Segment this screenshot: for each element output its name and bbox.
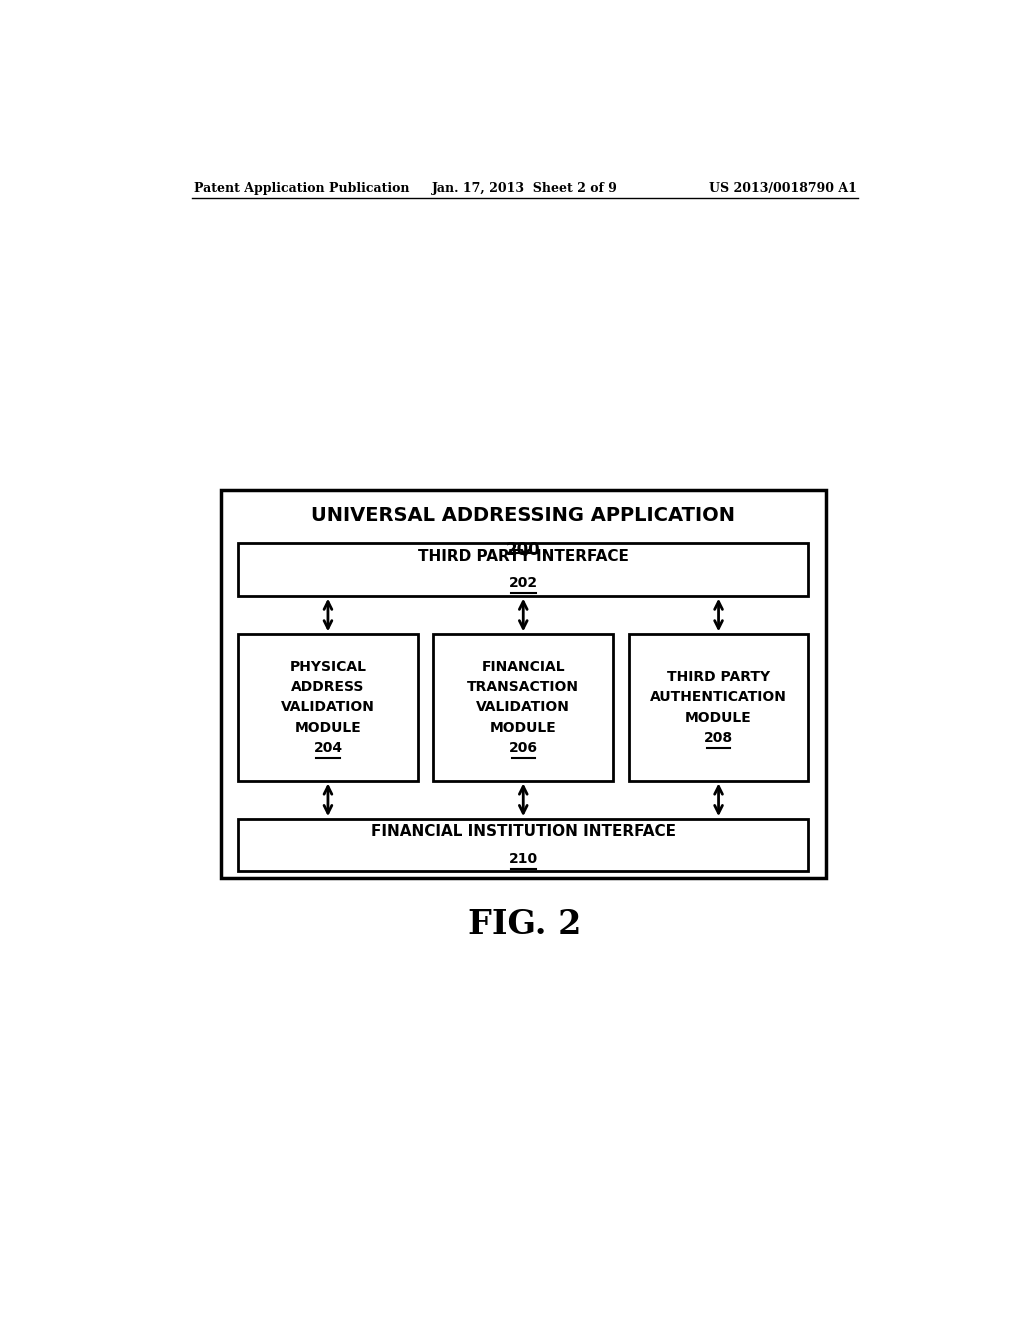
Text: Jan. 17, 2013  Sheet 2 of 9: Jan. 17, 2013 Sheet 2 of 9 [432, 182, 617, 194]
Text: THIRD PARTY INTERFACE: THIRD PARTY INTERFACE [418, 549, 629, 564]
Text: VALIDATION: VALIDATION [281, 701, 375, 714]
Text: UNIVERSAL ADDRESSING APPLICATION: UNIVERSAL ADDRESSING APPLICATION [311, 507, 735, 525]
Text: ADDRESS: ADDRESS [291, 680, 365, 694]
Text: MODULE: MODULE [489, 721, 557, 735]
Text: FIG. 2: FIG. 2 [468, 908, 582, 941]
Text: Patent Application Publication: Patent Application Publication [194, 182, 410, 194]
Text: FINANCIAL: FINANCIAL [481, 660, 565, 673]
Text: TRANSACTION: TRANSACTION [467, 680, 580, 694]
Bar [238, 818, 809, 871]
Text: PHYSICAL: PHYSICAL [290, 660, 367, 673]
Bar [433, 635, 613, 780]
Text: 208: 208 [703, 731, 733, 744]
Text: FINANCIAL INSTITUTION INTERFACE: FINANCIAL INSTITUTION INTERFACE [371, 825, 676, 840]
Bar [221, 490, 825, 878]
Text: 210: 210 [509, 853, 538, 866]
Text: US 2013/0018790 A1: US 2013/0018790 A1 [709, 182, 856, 194]
Bar [238, 544, 809, 595]
Text: 206: 206 [509, 742, 538, 755]
Text: MODULE: MODULE [685, 710, 752, 725]
Text: 200: 200 [506, 541, 541, 560]
Text: 204: 204 [313, 742, 342, 755]
Bar [238, 635, 418, 780]
Text: AUTHENTICATION: AUTHENTICATION [650, 690, 787, 704]
Text: THIRD PARTY: THIRD PARTY [667, 669, 770, 684]
Text: VALIDATION: VALIDATION [476, 701, 570, 714]
Text: 202: 202 [509, 577, 538, 590]
Bar [629, 635, 809, 780]
Text: MODULE: MODULE [295, 721, 361, 735]
